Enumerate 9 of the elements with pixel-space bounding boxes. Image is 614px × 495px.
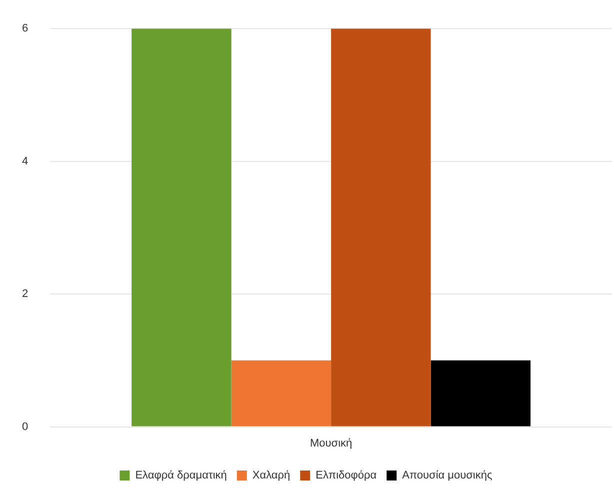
y-tick-label: 0 (22, 420, 28, 433)
legend-label: Απουσία μουσικής (402, 470, 492, 482)
y-tick-label: 4 (22, 155, 28, 168)
y-tick-label: 2 (22, 288, 28, 300)
legend-label: Χαλαρή (252, 470, 290, 482)
legend-label: Ελπιδοφόρα (316, 470, 378, 482)
x-tick-label: Μουσική (310, 437, 352, 450)
y-tick-label: 6 (22, 22, 28, 35)
legend-label: Ελαφρά δραματική (135, 470, 227, 482)
